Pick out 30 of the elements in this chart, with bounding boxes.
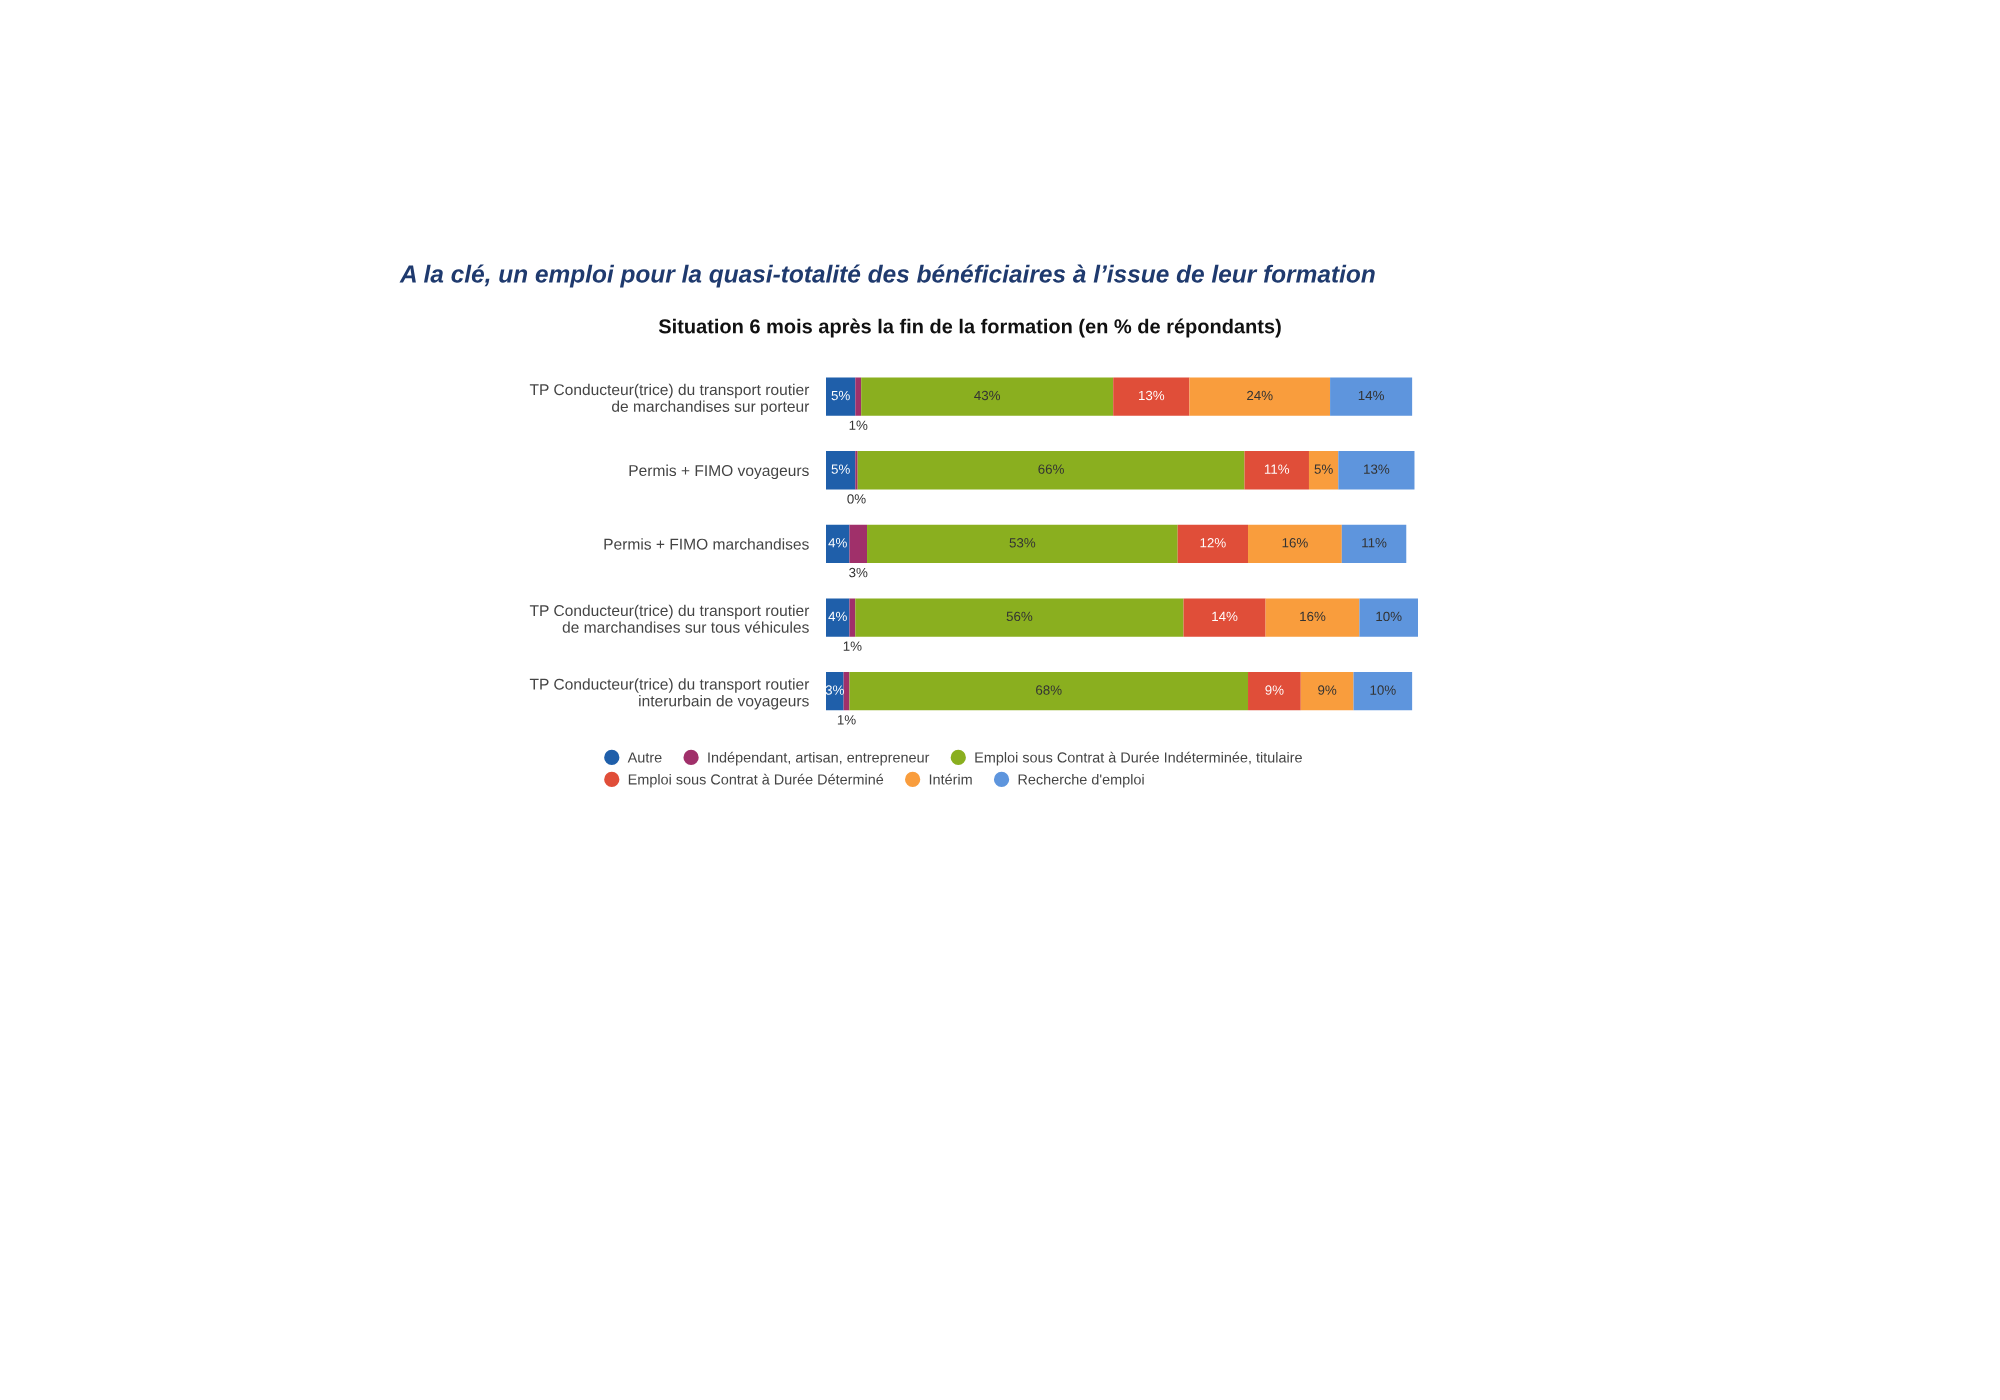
bar bbox=[826, 377, 856, 416]
bar bbox=[1189, 377, 1331, 416]
bar bbox=[1330, 377, 1413, 416]
bar bbox=[1359, 598, 1418, 637]
bar bbox=[1338, 451, 1415, 490]
bar bbox=[855, 598, 1184, 637]
bar bbox=[1113, 377, 1190, 416]
bar bbox=[826, 524, 850, 564]
bar bbox=[826, 451, 856, 490]
bar bbox=[1183, 598, 1266, 637]
bar bbox=[849, 598, 856, 637]
bar bbox=[826, 672, 844, 711]
bar bbox=[1248, 524, 1342, 564]
bar bbox=[1265, 598, 1360, 637]
bar bbox=[1308, 451, 1339, 490]
bar bbox=[1177, 524, 1249, 564]
bar bbox=[855, 377, 862, 416]
bar bbox=[1353, 672, 1413, 711]
bar bbox=[849, 672, 1249, 711]
bar bbox=[849, 524, 868, 564]
chart-subtitle: Situation 6 mois après la fin de la formation (en % de répondants) bbox=[658, 318, 1281, 338]
bar bbox=[1300, 672, 1354, 711]
bar bbox=[826, 598, 850, 637]
bar bbox=[857, 451, 1245, 490]
bar bbox=[1341, 524, 1407, 564]
bar bbox=[1244, 451, 1309, 490]
bar bbox=[861, 377, 1114, 416]
chart-title: A la clé, un emploi pour la quasi-totalité des bénéficiaires à l’issue de leur formation bbox=[399, 264, 1375, 288]
bar bbox=[1248, 672, 1301, 711]
bar bbox=[867, 524, 1178, 564]
